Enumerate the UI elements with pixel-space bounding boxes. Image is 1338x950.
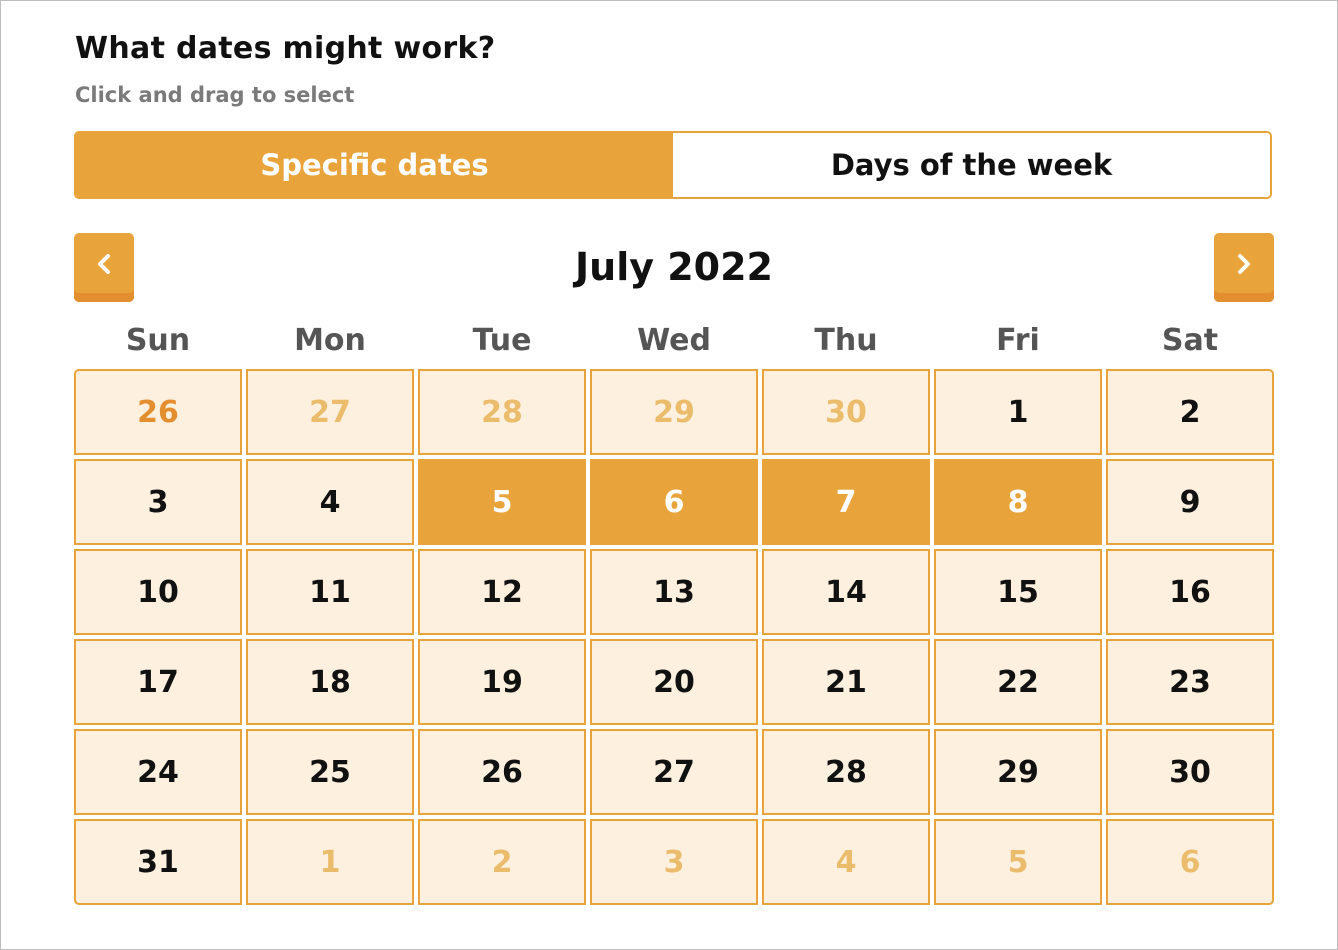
calendar-day[interactable]: 11 [246,549,414,635]
next-month-button[interactable] [1214,233,1274,302]
calendar-day[interactable]: 27 [246,369,414,455]
calendar-day[interactable]: 28 [418,369,586,455]
calendar-day[interactable]: 13 [590,549,758,635]
calendar-day[interactable]: 23 [1106,639,1274,725]
weekday-label-sat: Sat [1161,323,1219,358]
page-title: What dates might work? [75,31,496,66]
calendar-day[interactable]: 26 [418,729,586,815]
calendar-day[interactable]: 2 [1106,369,1274,455]
calendar-day[interactable]: 31 [74,819,242,905]
calendar-day[interactable]: 30 [1106,729,1274,815]
calendar-day[interactable]: 16 [1106,549,1274,635]
calendar-day[interactable]: 2 [418,819,586,905]
calendar-day-selected[interactable]: 8 [934,459,1102,545]
calendar-day[interactable]: 18 [246,639,414,725]
weekday-label-mon: Mon [294,323,366,358]
calendar-day[interactable]: 19 [418,639,586,725]
calendar-day[interactable]: 1 [934,369,1102,455]
calendar-day[interactable]: 28 [762,729,930,815]
calendar-day[interactable]: 9 [1106,459,1274,545]
calendar-day[interactable]: 30 [762,369,930,455]
calendar-day[interactable]: 10 [74,549,242,635]
calendar-day[interactable]: 29 [590,369,758,455]
calendar-day[interactable]: 20 [590,639,758,725]
date-mode-toggle: Specific dates Days of the week [74,131,1272,199]
weekday-label-wed: Wed [637,323,711,358]
calendar-day-selected[interactable]: 7 [762,459,930,545]
calendar-day[interactable]: 29 [934,729,1102,815]
calendar-day[interactable]: 27 [590,729,758,815]
days-of-week-tab[interactable]: Days of the week [673,133,1270,197]
calendar-day[interactable]: 21 [762,639,930,725]
calendar-day[interactable]: 3 [590,819,758,905]
calendar-day[interactable]: 24 [74,729,242,815]
calendar-day[interactable]: 3 [74,459,242,545]
calendar-day[interactable]: 5 [934,819,1102,905]
weekday-label-sun: Sun [125,323,191,358]
calendar-day[interactable]: 26 [74,369,242,455]
calendar-day[interactable]: 1 [246,819,414,905]
calendar-day-selected[interactable]: 5 [418,459,586,545]
calendar-day[interactable]: 6 [1106,819,1274,905]
weekday-label-tue: Tue [472,323,532,358]
previous-month-button[interactable] [74,233,134,302]
specific-dates-tab[interactable]: Specific dates [76,133,673,197]
month-label: July 2022 [575,245,773,289]
calendar-day[interactable]: 14 [762,549,930,635]
instruction-text: Click and drag to select [75,83,355,107]
calendar-day[interactable]: 15 [934,549,1102,635]
weekday-label-thu: Thu [814,323,878,358]
calendar-day-selected[interactable]: 6 [590,459,758,545]
weekday-label-fri: Fri [996,323,1040,358]
calendar-day[interactable]: 25 [246,729,414,815]
calendar-day[interactable]: 22 [934,639,1102,725]
calendar-day[interactable]: 4 [246,459,414,545]
chevron-left-icon [98,253,110,274]
calendar-day[interactable]: 12 [418,549,586,635]
calendar-day[interactable]: 4 [762,819,930,905]
chevron-right-icon [1238,253,1250,274]
calendar-day[interactable]: 17 [74,639,242,725]
